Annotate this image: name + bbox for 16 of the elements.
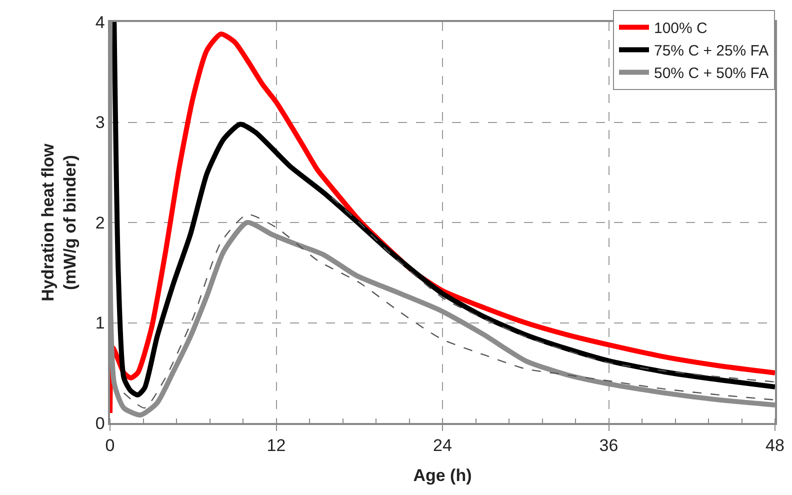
y-tick-label: 3: [95, 113, 105, 132]
legend-label: 100% C: [654, 20, 708, 38]
y-tick-label: 1: [95, 314, 105, 333]
x-tick-label: 24: [433, 436, 452, 456]
y-tick-label: 0: [95, 414, 105, 433]
legend-label: 75% C + 25% FA: [654, 42, 769, 60]
line-series: [123, 214, 775, 409]
x-tick-label: 36: [599, 436, 618, 456]
x-axis-title: Age (h): [413, 466, 472, 486]
y-tick-label: 4: [95, 12, 105, 32]
line-series: [331, 196, 775, 382]
y-tick-label: 2: [95, 213, 105, 232]
x-tick-label: 12: [266, 436, 286, 456]
x-tick-label: 48: [766, 436, 784, 456]
legend-label: 50% C + 50% FA: [654, 65, 769, 82]
y-axis-title: Hydration heat flow (mW/g of binder): [38, 142, 80, 302]
